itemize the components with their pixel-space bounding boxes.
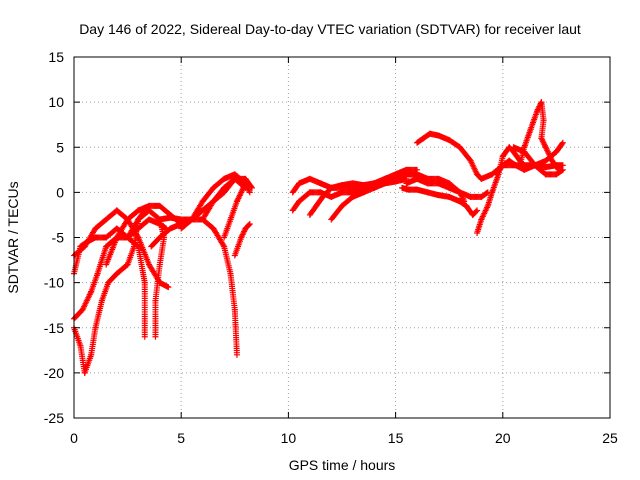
series-arc11 xyxy=(221,180,251,241)
y-tick-label: 10 xyxy=(48,94,64,110)
data-point xyxy=(220,242,227,249)
series-arc17 xyxy=(399,184,481,218)
data-point xyxy=(474,207,481,214)
data-point xyxy=(483,190,490,197)
y-tick-label: 0 xyxy=(56,184,64,200)
series-arc23 xyxy=(510,144,566,178)
series-arc22 xyxy=(516,99,562,173)
x-tick-label: 5 xyxy=(177,430,185,446)
y-tick-label: -5 xyxy=(52,230,65,246)
series-arc12 xyxy=(231,220,253,259)
series-arc6 xyxy=(124,207,168,340)
x-tick-label: 25 xyxy=(602,430,618,446)
y-tick-label: -20 xyxy=(44,365,64,381)
y-tick-label: -10 xyxy=(44,275,64,291)
data-point xyxy=(246,189,253,196)
series-arc19 xyxy=(414,130,528,182)
x-tick-label: 15 xyxy=(388,430,404,446)
y-tick-label: 5 xyxy=(56,139,64,155)
y-axis-label: SDTVAR / TECUs xyxy=(5,181,21,293)
data-point xyxy=(245,221,252,228)
data-point xyxy=(165,284,172,291)
data-point xyxy=(559,140,566,147)
data-point xyxy=(559,166,566,173)
data-point xyxy=(559,139,566,146)
data-point xyxy=(244,180,251,187)
series-arc18 xyxy=(403,175,491,200)
axis-ticks: 0 5 10 15 20 25 -25 -20 -15 -10 -5 0 5 10 15 xyxy=(44,49,618,446)
data-point xyxy=(246,220,253,227)
series-arc7 xyxy=(148,216,240,358)
series-arc16 xyxy=(328,171,468,223)
data-point xyxy=(233,351,240,358)
series-arc10 xyxy=(199,175,249,223)
data-point xyxy=(134,233,141,240)
grid xyxy=(74,57,610,418)
x-tick-label: 0 xyxy=(70,430,78,446)
data-point xyxy=(473,208,480,215)
data-point xyxy=(558,167,565,174)
x-tick-label: 10 xyxy=(281,430,297,446)
y-tick-label: -15 xyxy=(44,320,64,336)
data-point xyxy=(141,333,148,340)
x-axis-label: GPS time / hours xyxy=(289,457,396,473)
data-point xyxy=(243,181,250,188)
x-tick-label: 20 xyxy=(495,430,511,446)
y-tick-label: 15 xyxy=(48,49,64,65)
data-points xyxy=(71,99,566,376)
y-tick-label: -25 xyxy=(44,410,64,426)
chart-title: Day 146 of 2022, Sidereal Day-to-day VTE… xyxy=(79,21,581,37)
data-point xyxy=(152,333,159,340)
